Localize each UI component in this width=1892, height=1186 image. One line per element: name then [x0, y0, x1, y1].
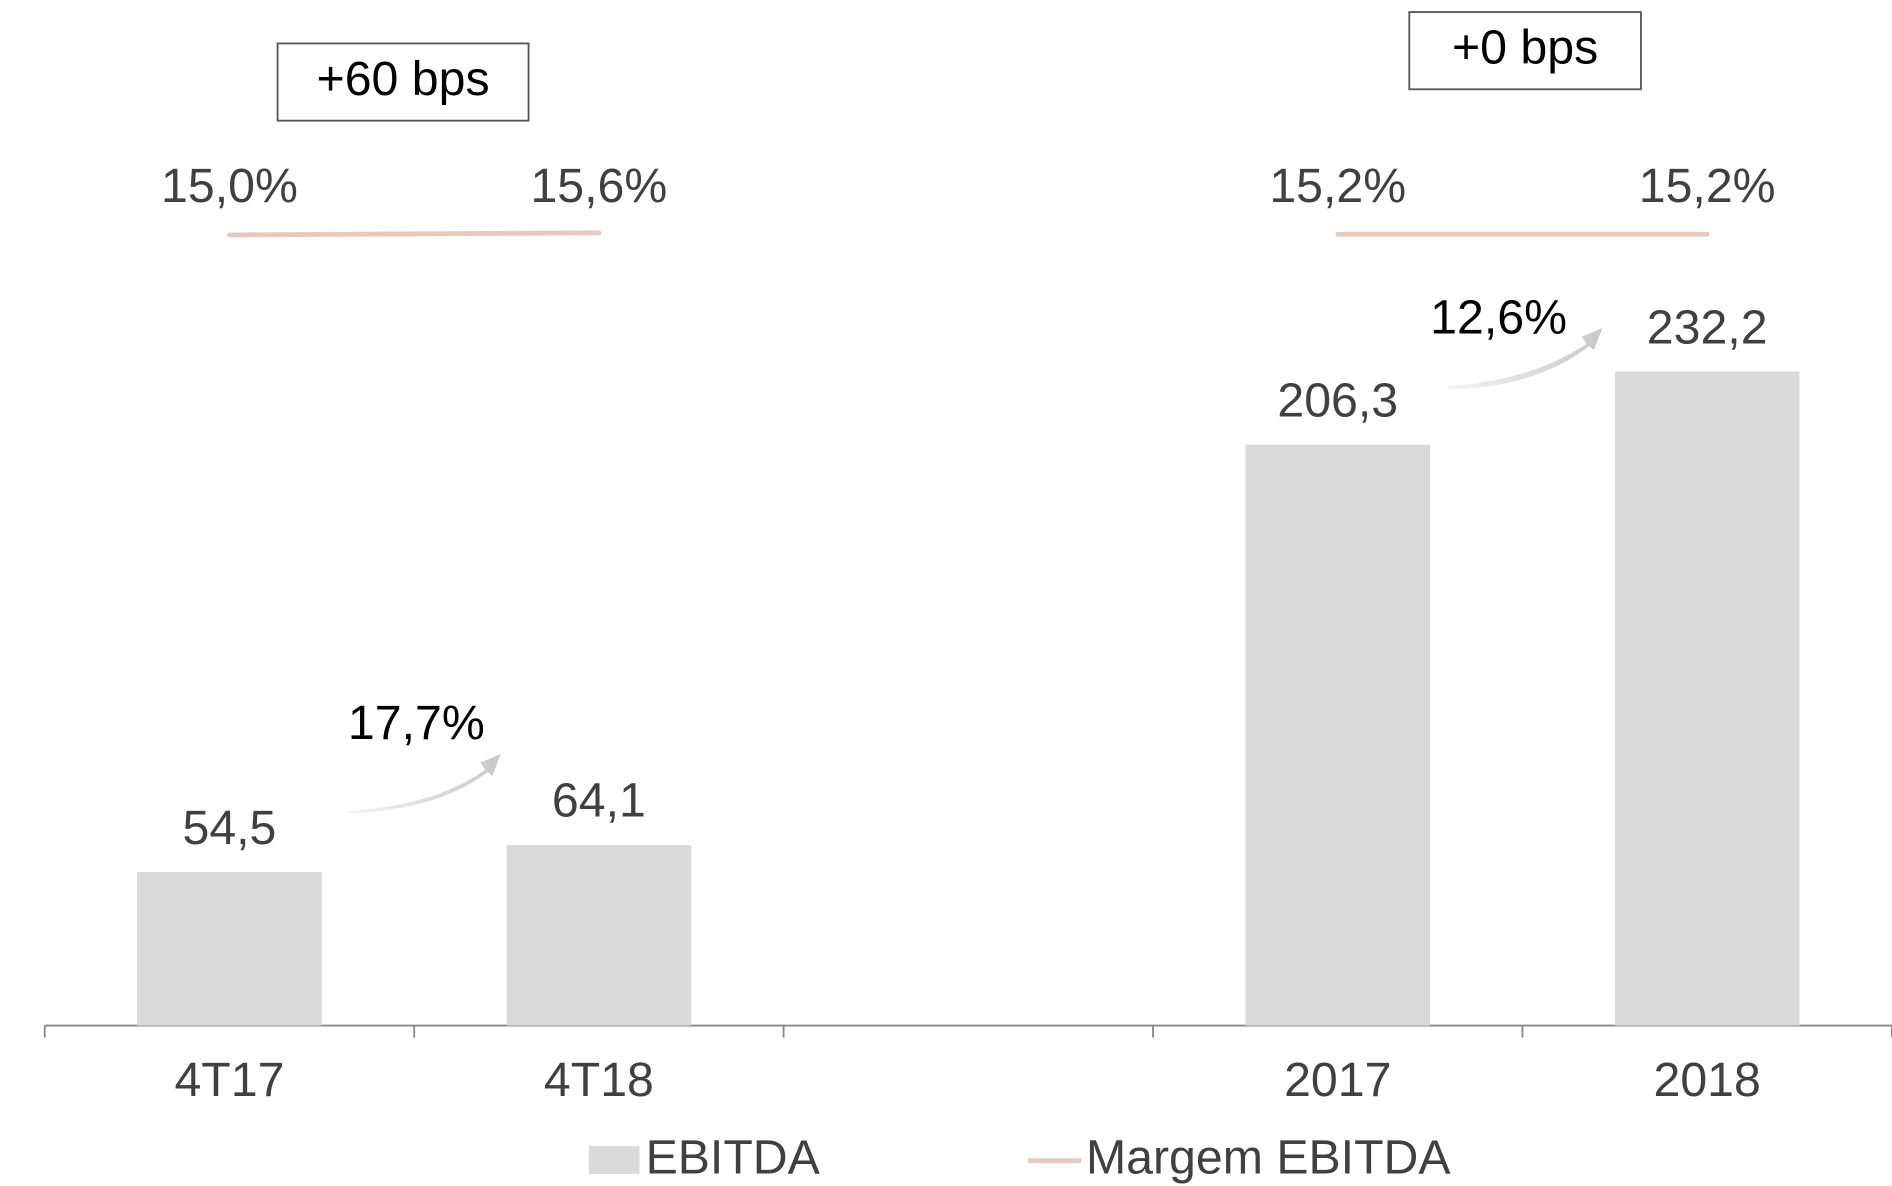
x-tick-label: 4T18	[544, 1053, 654, 1107]
value-label: 206,3	[1277, 373, 1398, 427]
line-value-label: 15,2%	[1269, 159, 1406, 213]
value-label: 54,5	[182, 801, 276, 855]
margin-line	[227, 230, 602, 238]
line-value-label: 15,6%	[530, 159, 667, 213]
x-tick-label: 2018	[1654, 1053, 1761, 1107]
bar	[1614, 371, 1800, 1026]
x-tick-label: 4T17	[174, 1053, 284, 1107]
line-value-label: 15,0%	[161, 159, 298, 213]
annotation-box	[276, 42, 530, 122]
value-label: 232,2	[1647, 300, 1768, 354]
x-tick-label: 2017	[1284, 1053, 1391, 1107]
growth-label: 17,7%	[348, 696, 485, 750]
growth-arrow	[1447, 328, 1603, 390]
line-value-label: 15,2%	[1639, 159, 1776, 213]
growth-label: 12,6%	[1430, 291, 1567, 345]
annotation-box	[1408, 11, 1642, 91]
bar	[506, 845, 692, 1026]
margin-change: +60 bps	[317, 52, 490, 106]
margin-change: +0 bps	[1452, 20, 1598, 74]
bar	[1245, 444, 1431, 1026]
growth-arrow	[347, 754, 501, 814]
value-label: 64,1	[552, 774, 646, 828]
legend-swatch	[588, 1146, 640, 1174]
bar	[137, 872, 322, 1026]
legend-label: EBITDA	[646, 1130, 821, 1184]
legend-label: Margem EBITDA	[1086, 1130, 1451, 1184]
